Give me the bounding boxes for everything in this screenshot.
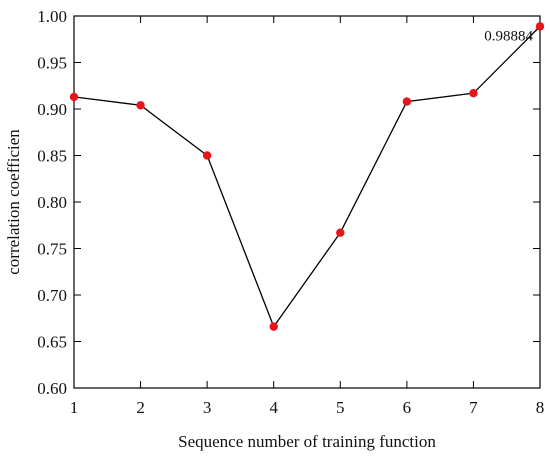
x-tick-label: 2 [136, 398, 145, 417]
x-axis: 1 2 3 4 5 6 7 8 [70, 16, 545, 417]
x-tick-label: 3 [203, 398, 212, 417]
data-point [402, 97, 412, 106]
y-tick-label: 0.75 [37, 240, 67, 259]
data-point [136, 101, 145, 110]
series-line [73, 25, 541, 328]
y-tick-label: 1.00 [37, 7, 67, 26]
y-tick-label: 0.60 [37, 379, 67, 398]
y-tick-label: 0.70 [37, 286, 67, 305]
annotation-layer: 0.98884 [484, 28, 533, 44]
data-point [469, 88, 478, 98]
x-tick-label: 8 [536, 398, 545, 417]
y-tick-label: 0.90 [37, 100, 67, 119]
data-point [269, 322, 278, 331]
data-point [202, 151, 212, 160]
data-point [336, 228, 345, 237]
x-tick-label: 1 [70, 398, 79, 417]
data-point [69, 92, 79, 102]
data-point [535, 22, 545, 31]
y-tick-label: 0.65 [37, 333, 67, 352]
y-tick-label: 0.85 [37, 147, 67, 166]
y-tick-label: 0.95 [37, 54, 67, 73]
y-axis-title: correlation coefficien [4, 129, 23, 275]
x-tick-label: 4 [269, 398, 278, 417]
series-layer [69, 22, 545, 331]
x-tick-label: 5 [336, 398, 345, 417]
y-axis: 0.60 0.65 0.70 0.75 0.80 0.85 0.90 0.95 1.00 [37, 7, 540, 398]
plot-frame [73, 15, 541, 389]
x-tick-label: 7 [469, 398, 478, 417]
x-axis-title: Sequence number of training function [178, 432, 436, 451]
y-tick-label: 0.80 [37, 193, 67, 212]
value-annotation: 0.98884 [484, 28, 533, 44]
x-tick-label: 6 [403, 398, 412, 417]
